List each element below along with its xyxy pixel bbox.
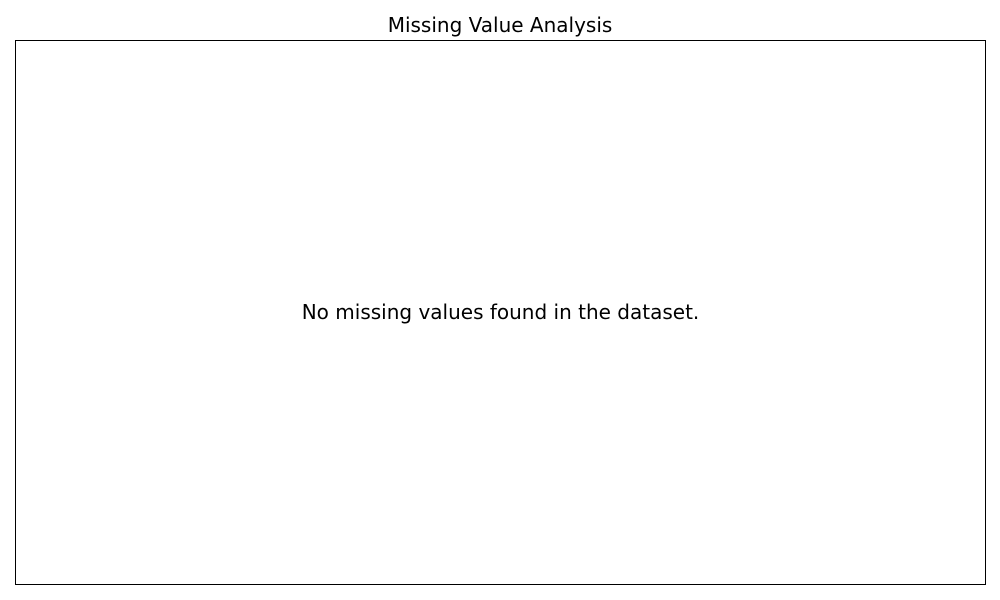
plot-area: No missing values found in the dataset. [15, 40, 986, 585]
chart-title: Missing Value Analysis [387, 13, 613, 37]
empty-state-message: No missing values found in the dataset. [301, 300, 700, 324]
